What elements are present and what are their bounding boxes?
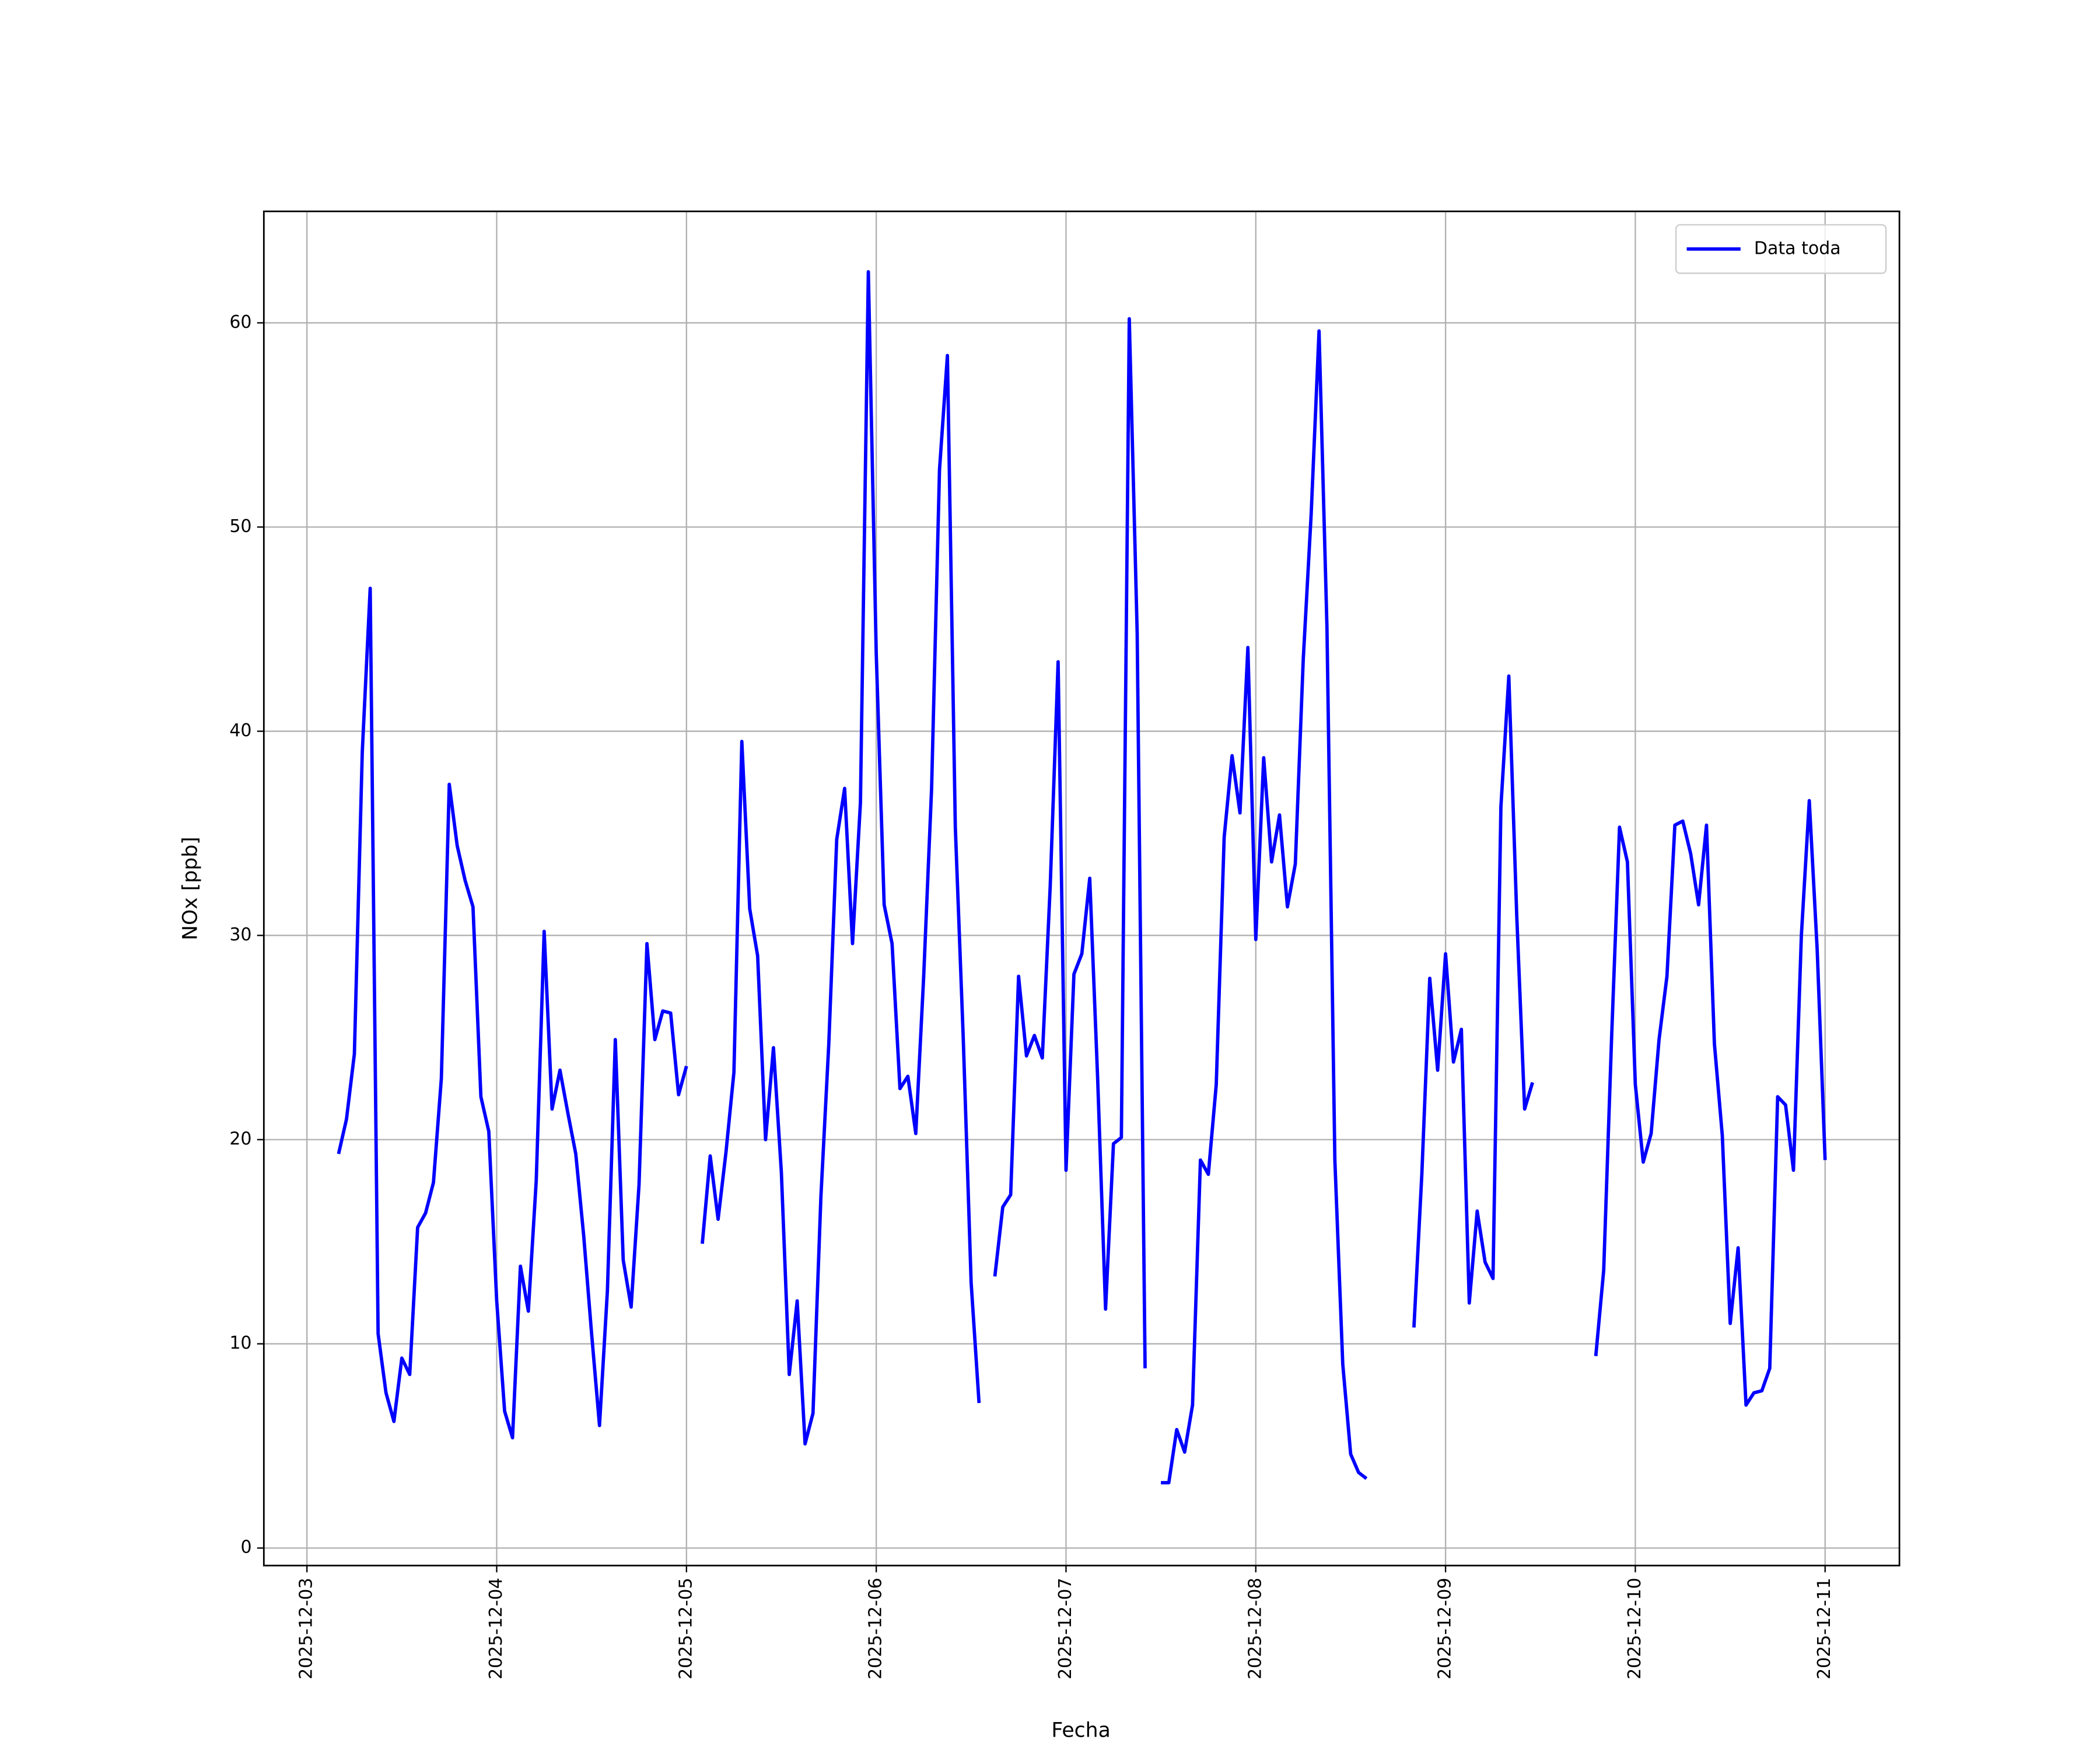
plot-frame bbox=[262, 210, 1901, 1567]
x-tick-label: 2025-12-08 bbox=[1245, 1578, 1265, 1679]
x-tick-label: 2025-12-11 bbox=[1814, 1578, 1835, 1679]
legend-label: Data toda bbox=[1754, 238, 1841, 258]
x-tick-label: 2025-12-04 bbox=[486, 1578, 506, 1679]
y-axis-label: NOx [ppb] bbox=[179, 836, 202, 940]
x-tick-label: 2025-12-03 bbox=[296, 1578, 317, 1679]
legend-box bbox=[1675, 224, 1887, 274]
x-tick-label: 2025-12-06 bbox=[866, 1578, 886, 1679]
x-tick-label: 2025-12-10 bbox=[1625, 1578, 1645, 1679]
x-axis-label: Fecha bbox=[1051, 1719, 1110, 1742]
y-tick-label: 60 bbox=[229, 312, 251, 332]
data-line bbox=[337, 270, 1827, 1485]
y-tick-label: 50 bbox=[229, 516, 251, 537]
y-tick-label: 40 bbox=[229, 720, 251, 741]
y-tick-label: 30 bbox=[229, 925, 251, 945]
x-tick-label: 2025-12-05 bbox=[676, 1578, 696, 1679]
y-tick-label: 10 bbox=[229, 1333, 251, 1353]
x-tick-label: 2025-12-09 bbox=[1435, 1578, 1455, 1679]
y-tick-label: 20 bbox=[229, 1129, 251, 1149]
y-tick-label: 0 bbox=[240, 1537, 251, 1558]
x-tick-label: 2025-12-07 bbox=[1055, 1578, 1076, 1679]
